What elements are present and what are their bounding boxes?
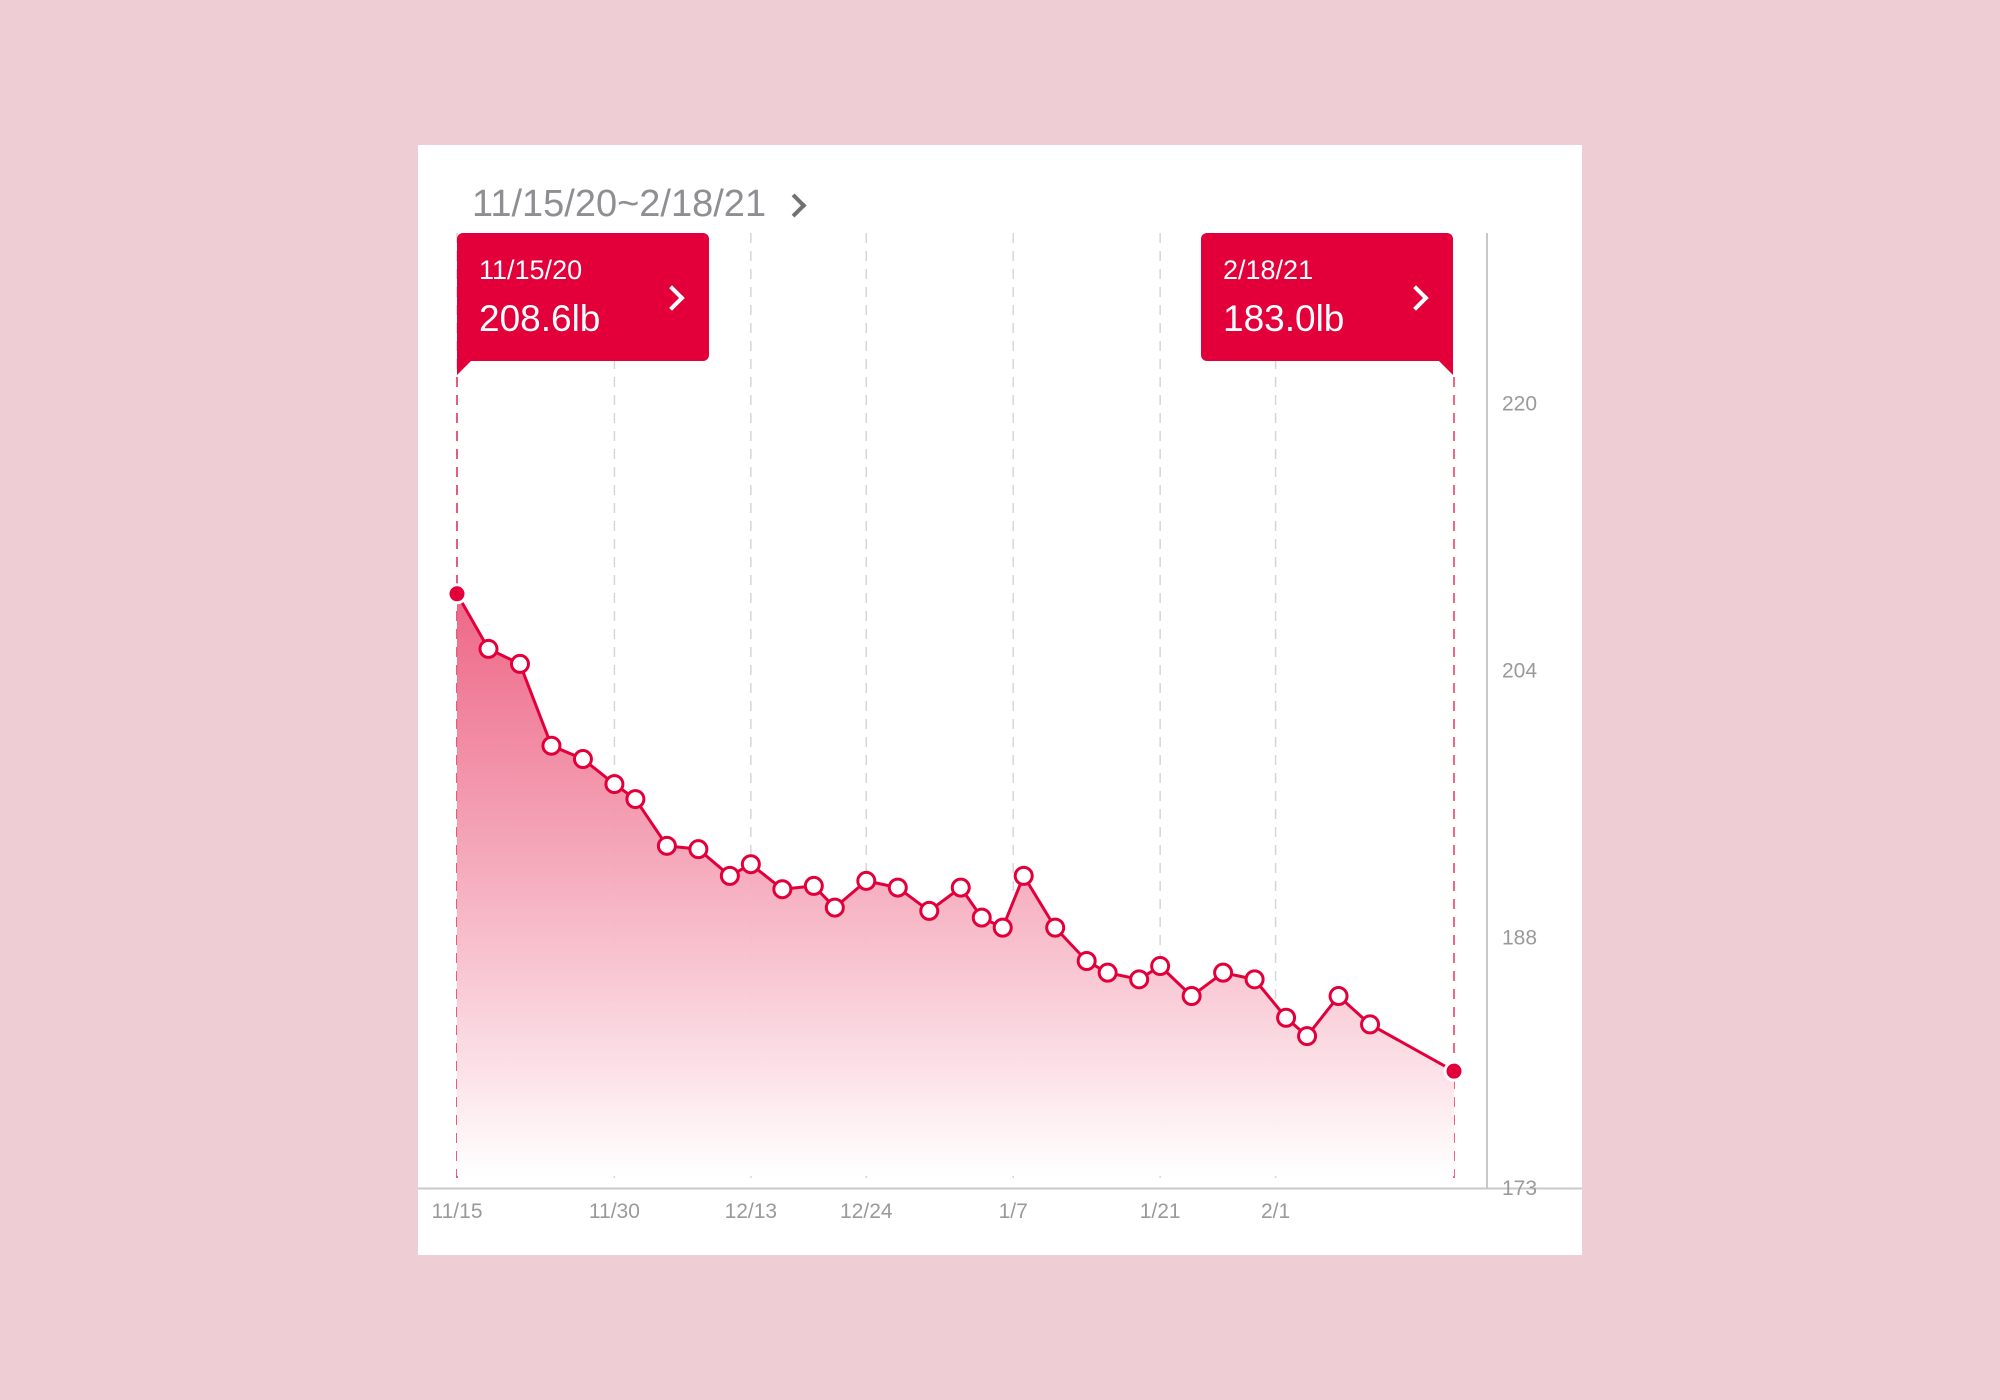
- y-tick-label: 188: [1502, 927, 1537, 950]
- x-tick-label: 12/24: [840, 1200, 893, 1223]
- data-point[interactable]: [1213, 962, 1234, 983]
- x-tick-label: 12/13: [725, 1200, 778, 1223]
- data-point[interactable]: [772, 879, 793, 900]
- data-point[interactable]: [541, 735, 562, 756]
- data-point[interactable]: [992, 917, 1013, 938]
- y-tick-label: 220: [1502, 393, 1537, 416]
- chart-card: 11/15/20~2/18/21 220 204 188 173 11/15 11/30…: [418, 145, 1582, 1255]
- date-range-header[interactable]: 11/15/20~2/18/21: [472, 183, 807, 226]
- data-point[interactable]: [1244, 969, 1265, 990]
- data-point[interactable]: [919, 900, 940, 921]
- data-point[interactable]: [509, 653, 530, 674]
- x-tick-label: 11/30: [589, 1200, 640, 1223]
- date-range-label: 11/15/20~2/18/21: [472, 183, 767, 225]
- data-point[interactable]: [656, 835, 677, 856]
- data-point[interactable]: [803, 875, 824, 896]
- data-point[interactable]: [1297, 1026, 1318, 1047]
- data-point[interactable]: [824, 897, 845, 918]
- data-point[interactable]: [719, 865, 740, 886]
- data-point[interactable]: [1150, 956, 1171, 977]
- data-point[interactable]: [1360, 1014, 1381, 1035]
- data-point[interactable]: [1097, 962, 1118, 983]
- data-point[interactable]: [1129, 969, 1150, 990]
- end-value-flag[interactable]: 2/18/21 183.0lb: [1201, 233, 1453, 361]
- weight-area: [457, 593, 1454, 1176]
- data-point[interactable]: [887, 877, 908, 898]
- x-tick-label: 2/1: [1261, 1200, 1290, 1223]
- data-point[interactable]: [604, 774, 625, 795]
- data-point[interactable]: [950, 877, 971, 898]
- data-point[interactable]: [856, 870, 877, 891]
- x-tick-label: 11/15: [432, 1200, 483, 1223]
- data-point[interactable]: [1076, 951, 1097, 972]
- endpoint-marker[interactable]: [446, 583, 468, 605]
- data-point[interactable]: [1181, 986, 1202, 1007]
- endpoint-marker[interactable]: [1443, 1060, 1465, 1082]
- data-point[interactable]: [740, 854, 761, 875]
- data-point[interactable]: [1328, 986, 1349, 1007]
- data-point[interactable]: [478, 638, 499, 659]
- weight-line: [455, 593, 1455, 1073]
- weight-chart: 220 204 188 173 11/15 11/30 12/13 12/24 1/7 1/21…: [418, 233, 1582, 1223]
- data-point[interactable]: [971, 907, 992, 928]
- y-tick-label: 173: [1502, 1177, 1537, 1200]
- data-point[interactable]: [572, 749, 593, 770]
- x-tick-label: 1/21: [1140, 1200, 1181, 1223]
- x-tick-label: 1/7: [999, 1200, 1028, 1223]
- start-date: 11/15/20: [479, 255, 583, 285]
- data-point[interactable]: [1045, 917, 1066, 938]
- start-value-flag[interactable]: 11/15/20 208.6lb: [457, 233, 709, 361]
- data-point[interactable]: [688, 839, 709, 860]
- end-weight: 183.0lb: [1223, 298, 1345, 339]
- start-weight: 208.6lb: [479, 298, 601, 339]
- data-point[interactable]: [1276, 1007, 1297, 1028]
- y-tick-label: 204: [1502, 660, 1537, 683]
- end-date: 2/18/21: [1223, 255, 1314, 285]
- data-point[interactable]: [625, 789, 646, 810]
- data-point[interactable]: [1013, 865, 1034, 886]
